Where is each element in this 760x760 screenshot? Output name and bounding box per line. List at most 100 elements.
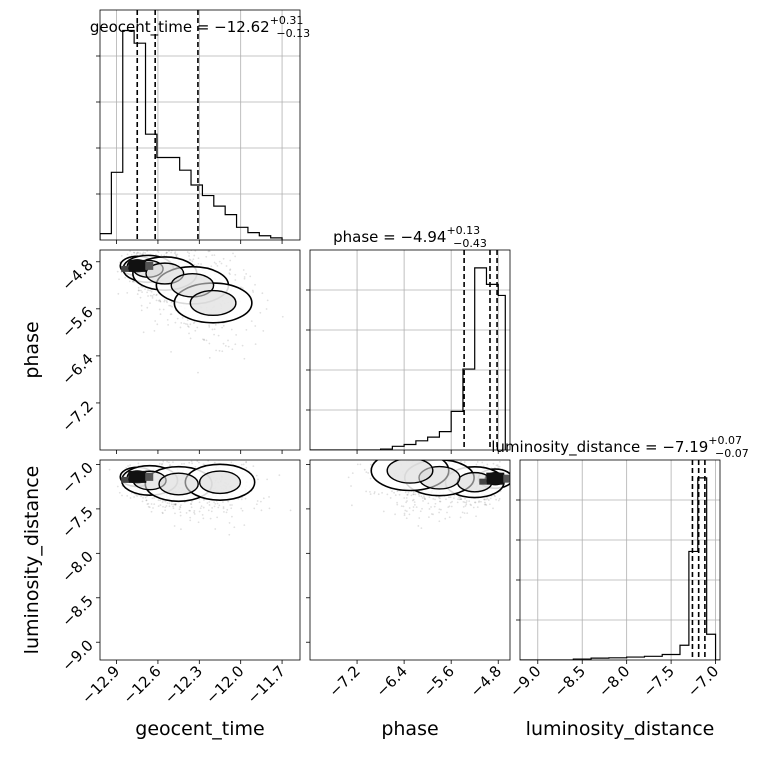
scatter-point: [161, 512, 164, 515]
scatter-point: [419, 456, 421, 458]
scatter-point: [475, 463, 478, 466]
scatter-point: [434, 502, 437, 505]
scatter-point: [432, 513, 434, 516]
scatter-point: [174, 503, 176, 506]
scatter-point: [117, 292, 120, 295]
scatter-point: [208, 326, 211, 328]
scatter-density: [108, 460, 292, 536]
scatter-point: [188, 461, 191, 464]
scatter-point: [155, 294, 158, 297]
scatter-point: [418, 517, 421, 519]
scatter-point: [161, 247, 163, 249]
scatter-point: [448, 516, 451, 519]
scatter-point: [462, 501, 465, 503]
scatter-point: [137, 286, 140, 289]
scatter-point: [193, 263, 196, 266]
y-ticks: [516, 499, 520, 621]
scatter-point: [436, 457, 438, 459]
title-upper: +0.07: [708, 434, 742, 447]
scatter-point: [213, 501, 216, 504]
scatter-point: [483, 501, 486, 504]
scatter-point: [160, 254, 163, 257]
scatter-point: [400, 450, 402, 452]
scatter-point: [289, 509, 292, 512]
panel-luminosity-distance-hist: −9.0 −8.5 −8.0 −7.5 −7.0 luminosity_distance…: [491, 434, 748, 701]
scatter-point: [186, 251, 189, 253]
grid-lines: [310, 250, 510, 450]
scatter-point: [421, 497, 424, 499]
title-value: −4.94: [400, 228, 446, 246]
scatter-point: [393, 454, 395, 456]
scatter-point: [108, 468, 111, 471]
scatter-point: [149, 231, 151, 233]
scatter-point: [207, 460, 210, 462]
y-tick-label: −8.0: [58, 547, 96, 585]
scatter-point: [120, 254, 123, 257]
scatter-point: [476, 506, 479, 509]
scatter-point: [412, 506, 415, 508]
scatter-point: [211, 254, 214, 257]
scatter-point: [365, 471, 368, 474]
scatter-point: [251, 289, 254, 292]
scatter-point: [159, 300, 162, 303]
y-tick-label: −7.0: [58, 459, 96, 497]
scatter-point: [406, 500, 408, 502]
scatter-point: [480, 500, 482, 503]
scatter-point: [243, 524, 246, 527]
scatter-point: [175, 503, 177, 505]
scatter-point: [350, 485, 352, 487]
scatter-point: [159, 504, 162, 506]
scatter-point: [421, 507, 423, 510]
scatter-point: [439, 497, 441, 500]
scatter-point: [170, 301, 173, 304]
scatter-point: [266, 478, 269, 481]
panel-frame: [99, 459, 301, 661]
scatter-point: [197, 262, 200, 265]
scatter-point: [192, 322, 195, 325]
scatter-point: [141, 500, 144, 503]
scatter-point: [468, 500, 471, 503]
scatter-point: [383, 451, 385, 453]
scatter-point: [193, 511, 195, 514]
scatter-point: [207, 234, 209, 236]
scatter-point: [170, 251, 173, 254]
title-lower: −0.13: [276, 27, 310, 40]
scatter-point: [176, 253, 179, 256]
scatter-point: [187, 325, 189, 328]
scatter-point: [350, 504, 353, 507]
scatter-point: [351, 472, 354, 474]
scatter-point: [194, 329, 197, 332]
scatter-point: [174, 253, 177, 256]
scatter-point: [241, 344, 244, 347]
scatter-point: [245, 466, 248, 469]
scatter-point: [235, 334, 238, 336]
density-core: [486, 472, 505, 485]
scatter-point: [454, 457, 456, 459]
scatter-point: [162, 505, 164, 508]
scatter-point: [201, 338, 204, 341]
scatter-point: [243, 276, 246, 278]
scatter-point: [188, 258, 191, 261]
scatter-point: [179, 511, 182, 514]
density-contour-inner: [386, 460, 434, 484]
scatter-point: [174, 503, 177, 506]
scatter-point: [403, 454, 405, 456]
grid-lines: [520, 460, 720, 660]
scatter-point: [457, 498, 459, 501]
scatter-point: [158, 462, 161, 465]
scatter-point: [203, 338, 206, 341]
scatter-point: [231, 504, 233, 506]
scatter-point: [198, 510, 201, 513]
scatter-point: [197, 257, 200, 260]
scatter-point: [161, 511, 164, 514]
scatter-point: [170, 243, 172, 245]
scatter-point: [222, 501, 224, 503]
density-cell: [121, 265, 129, 272]
scatter-point: [164, 500, 167, 503]
scatter-point: [190, 503, 193, 506]
scatter-point: [164, 506, 167, 509]
scatter-point: [202, 463, 205, 466]
scatter-point: [406, 493, 409, 496]
scatter-point: [408, 507, 411, 509]
scatter-point: [152, 507, 154, 509]
